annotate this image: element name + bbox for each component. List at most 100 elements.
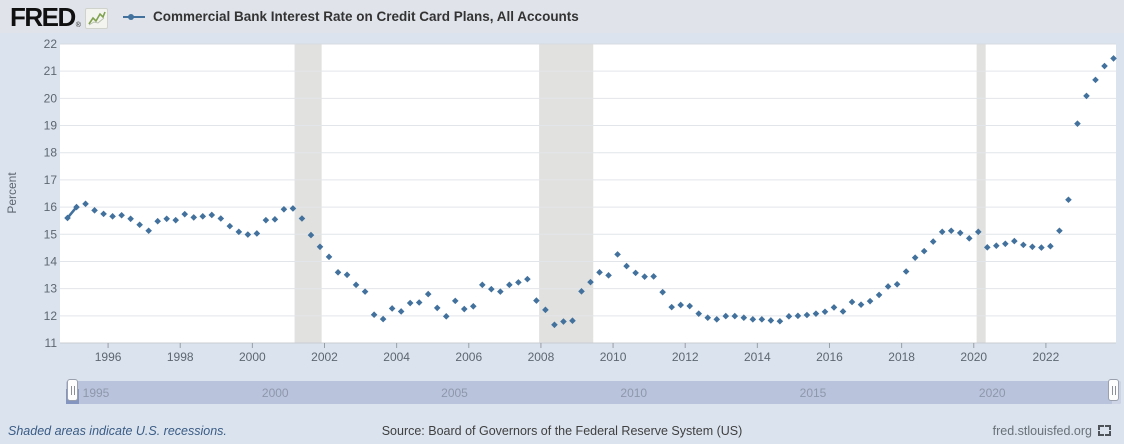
data-point-marker [893,280,901,288]
data-point-marker [1074,120,1081,127]
data-point-marker [497,288,504,295]
data-point-marker [479,281,486,289]
data-point-marker [352,281,360,289]
data-point-marker [839,308,847,315]
data-point-marker [397,308,405,315]
data-point-marker [974,228,982,236]
data-point-marker [343,271,351,279]
data-point-marker [740,314,748,322]
data-point-marker [1020,241,1027,249]
data-point-marker [172,216,180,224]
y-tick-label: 13 [44,282,58,296]
x-tick-label: 2008 [528,350,555,364]
data-point-marker [695,310,703,317]
data-point-marker [442,313,450,320]
gridlines [60,43,1116,344]
chart-plot: 11 12 13 14 15 16 17 18 19 20 21 22 Percent 1996 1998 2… [5,37,1117,364]
data-point-marker [82,200,89,208]
data-point-marker [596,269,603,276]
x-tick-label: 2020 [960,350,987,364]
data-point-marker [262,216,270,224]
recession-bands [294,44,986,343]
data-point-marker [803,311,811,319]
data-point-marker [451,297,459,305]
x-tick-label: 2012 [672,350,699,364]
data-point-marker [857,301,865,308]
data-point-marker [1047,242,1054,250]
data-point-marker [947,227,955,235]
data-point-marker [1101,62,1108,70]
data-point-marker [920,247,928,255]
data-point-marker [605,272,612,279]
sparkline-icon [84,7,108,29]
data-point-marker [785,313,793,320]
data-point-marker [388,305,396,312]
data-point-marker [127,215,134,223]
data-point-marker [902,268,910,275]
y-tick-label: 11 [45,336,58,350]
source-note: Source: Board of Governors of the Federa… [381,424,743,438]
data-point-marker [993,242,1000,249]
data-point-marker [875,291,883,299]
x-axis-labels: 1996 1998 2000 2002 2004 2006 2008 2010 2012 2014… [95,343,1060,364]
slider-year-label: 1995 [82,386,110,400]
data-point-marker [677,301,684,309]
data-point-marker [632,269,639,277]
data-point-marker [109,213,116,220]
data-point-marker [1065,196,1072,204]
x-tick-label: 1998 [167,350,194,364]
data-point-marker [136,221,143,229]
data-point-marker [361,288,369,295]
data-point-marker [1002,240,1009,248]
data-point-marker [623,262,630,270]
y-tick-label: 22 [44,37,58,51]
recession-band [539,44,594,343]
y-tick-label: 14 [44,254,58,268]
data-point-marker [776,317,784,325]
data-point-marker [911,254,919,261]
y-tick-label: 15 [44,227,58,241]
slider-left-handle[interactable] [67,379,78,401]
data-point-marker [235,228,243,236]
series-segment [66,206,78,219]
y-tick-label: 17 [44,173,58,187]
y-tick-label: 20 [44,91,58,105]
data-point-marker [280,205,288,213]
data-point-marker [334,269,342,276]
data-point-marker [244,231,252,238]
data-point-marker [524,275,531,283]
data-point-marker [190,214,198,221]
data-point-marker [379,315,387,323]
data-point-marker [983,244,991,251]
x-tick-label: 2014 [744,350,771,364]
x-tick-label: 2004 [383,350,410,364]
data-point-marker [1038,244,1045,251]
data-point-marker [668,303,675,311]
data-point-marker [650,273,657,280]
data-point-marker [271,216,279,223]
date-range-slider-track[interactable]: 1995 2000 2005 2010 2015 2020 [66,379,1121,404]
x-tick-label: 2002 [311,350,338,364]
fred-site-link[interactable]: fred.stlouisfed.org [992,424,1092,438]
data-point-marker [515,279,522,286]
data-point-marker [298,215,306,222]
slider-year-label: 2020 [978,386,1006,400]
data-point-marker [758,316,766,323]
data-point-marker [686,302,694,310]
data-point-marker [506,281,513,289]
fred-logo-text: FRED [10,1,76,32]
fullscreen-expand-icon[interactable] [1098,425,1111,436]
data-point-marker [569,317,576,325]
y-tick-label: 12 [44,309,58,323]
data-point-marker [154,217,161,225]
data-point-marker [1110,55,1117,62]
data-point-marker [1011,237,1018,245]
slider-right-handle[interactable] [1108,379,1119,401]
chart-title: Commercial Bank Interest Rate on Credit … [152,9,579,24]
data-point-marker [325,253,333,261]
fred-logo[interactable]: FRED ® [10,1,108,32]
slider-year-label: 2015 [799,386,827,400]
data-point-marker [145,227,152,235]
y-tick-label: 21 [44,64,58,78]
